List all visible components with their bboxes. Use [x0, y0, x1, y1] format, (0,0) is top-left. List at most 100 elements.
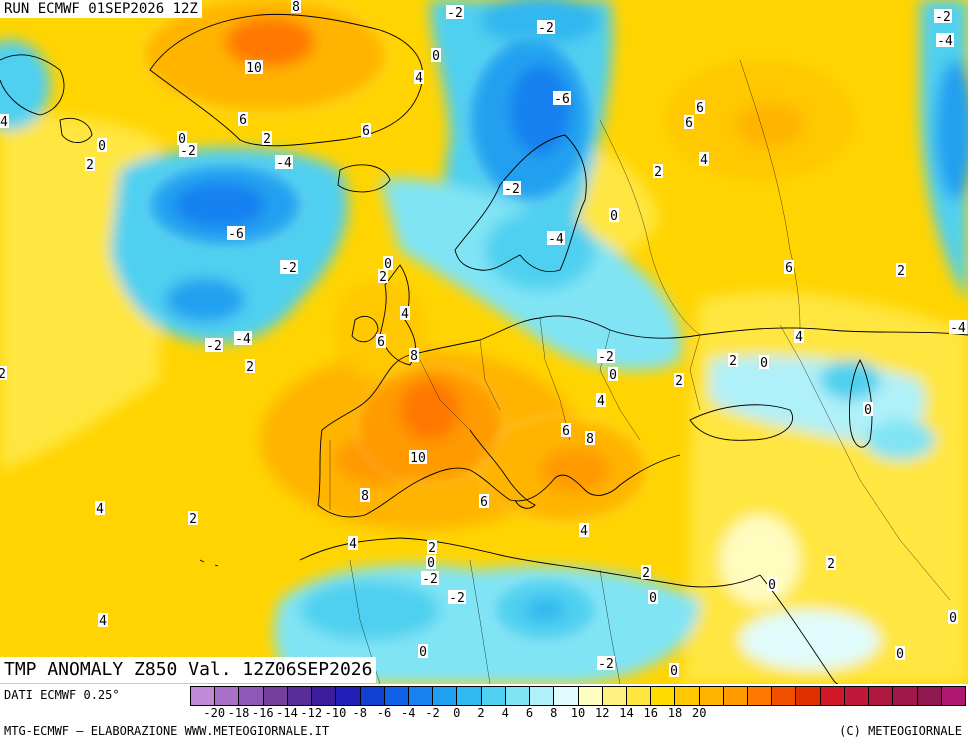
color-scale-cell: [578, 687, 603, 705]
svg-text:6: 6: [362, 124, 370, 139]
svg-text:8: 8: [586, 432, 594, 447]
svg-text:-2: -2: [422, 572, 438, 587]
svg-text:-4: -4: [276, 156, 292, 171]
color-scale-cell: [772, 687, 797, 705]
color-scale-cell: [675, 687, 700, 705]
contour-label: -4: [547, 231, 565, 247]
color-scale-tick: -8: [352, 706, 367, 720]
color-scale-tick: -20: [203, 706, 226, 720]
data-source-label: DATI ECMWF 0.25°: [4, 688, 120, 702]
contour-label: 6: [376, 334, 386, 350]
color-scale-tick: 6: [525, 706, 534, 720]
color-scale-cell: [360, 687, 385, 705]
color-scale-cell: [384, 687, 409, 705]
color-scale-cell: [844, 687, 870, 705]
contour-label: 2: [427, 540, 437, 556]
svg-text:-2: -2: [281, 261, 297, 276]
svg-text:0: 0: [670, 664, 678, 679]
contour-label: 8: [291, 0, 301, 15]
coastlines: [0, 13, 968, 684]
contour-label: 4: [414, 70, 424, 86]
color-scale-cell: [215, 687, 240, 705]
contour-label: 2: [674, 373, 684, 389]
color-scale-cell: [336, 687, 361, 705]
svg-text:2: 2: [379, 270, 387, 285]
contour-label: 10: [245, 60, 263, 76]
color-scale-cell: [312, 687, 337, 705]
color-scale-cell: [433, 687, 458, 705]
contour-label: 0: [177, 131, 187, 147]
svg-text:0: 0: [432, 49, 440, 64]
color-scale-cell: [626, 687, 652, 705]
color-scale-tick: -16: [251, 706, 274, 720]
color-scale-tick: -14: [276, 706, 298, 720]
contour-label: 6: [361, 123, 371, 139]
contour-label: 8: [360, 488, 370, 504]
svg-text:4: 4: [597, 394, 605, 409]
svg-text:0: 0: [178, 132, 186, 147]
color-scale-bar: [190, 686, 966, 706]
contour-label: 0: [895, 646, 905, 662]
color-scale-tick: 8: [550, 706, 558, 720]
svg-text:2: 2: [642, 566, 650, 581]
contour-label: 4: [699, 152, 709, 168]
contour-label: -2: [448, 590, 466, 606]
contour-label: -2: [179, 143, 197, 159]
contour-label: 2: [262, 131, 272, 147]
contour-label: 6: [479, 494, 489, 510]
svg-text:2: 2: [189, 512, 197, 527]
color-scale-tick: -4: [401, 706, 416, 720]
svg-text:-2: -2: [447, 6, 463, 21]
contour-label: -4: [275, 155, 293, 171]
svg-text:2: 2: [246, 360, 254, 375]
color-scale-cell: [941, 687, 965, 705]
color-scale-tick: -10: [324, 706, 347, 720]
color-scale-tick: 0: [453, 706, 461, 720]
svg-text:2: 2: [827, 557, 835, 572]
credit-left: MTG-ECMWF – ELABORAZIONE WWW.METEOGIORNA…: [4, 724, 330, 738]
contour-label: 2: [0, 366, 7, 382]
svg-text:4: 4: [349, 537, 357, 552]
run-title: RUN ECMWF 01SEP2026 12Z: [0, 0, 202, 18]
svg-text:6: 6: [685, 116, 693, 131]
svg-text:-2: -2: [180, 144, 196, 159]
color-scale-tick: 18: [667, 706, 683, 720]
color-scale-tick: 12: [595, 706, 610, 720]
contour-label: 0: [669, 663, 679, 679]
contour-label: 4: [98, 613, 108, 629]
svg-text:2: 2: [654, 165, 662, 180]
color-scale-tick: -18: [227, 706, 250, 720]
contour-label: 4: [596, 393, 606, 409]
contour-label: 6: [238, 112, 248, 128]
color-scale-tick: 20: [692, 706, 707, 720]
isotherm-lines: [139, 0, 651, 646]
contour-label: 2: [728, 353, 738, 369]
contour-label: 2: [653, 164, 663, 180]
contour-label: -2: [597, 656, 615, 672]
color-scale-cell: [748, 687, 773, 705]
svg-text:4: 4: [580, 524, 588, 539]
color-scale-tick: 16: [643, 706, 658, 720]
svg-text:6: 6: [696, 101, 704, 116]
svg-text:6: 6: [785, 261, 793, 276]
svg-text:2: 2: [729, 354, 737, 369]
contour-label: -6: [553, 91, 571, 107]
contour-label: 0: [609, 208, 619, 224]
color-scale-cell: [699, 687, 724, 705]
contour-label: 6: [784, 260, 794, 276]
contour-label: -2: [446, 5, 464, 21]
contour-label: 0: [426, 555, 436, 571]
color-scale-tick: -6: [376, 706, 392, 720]
svg-text:4: 4: [99, 614, 107, 629]
contour-label: 0: [418, 644, 428, 660]
svg-text:0: 0: [864, 403, 872, 418]
svg-text:2: 2: [675, 374, 683, 389]
color-scale-tick: 14: [619, 706, 634, 720]
contour-label: 0: [767, 577, 777, 593]
svg-text:0: 0: [98, 139, 106, 154]
copyright-label: (C) METEOGIORNALE: [839, 724, 962, 738]
contour-label: 6: [561, 423, 571, 439]
contour-label: -4: [949, 320, 967, 336]
contour-label: 0: [97, 138, 107, 154]
